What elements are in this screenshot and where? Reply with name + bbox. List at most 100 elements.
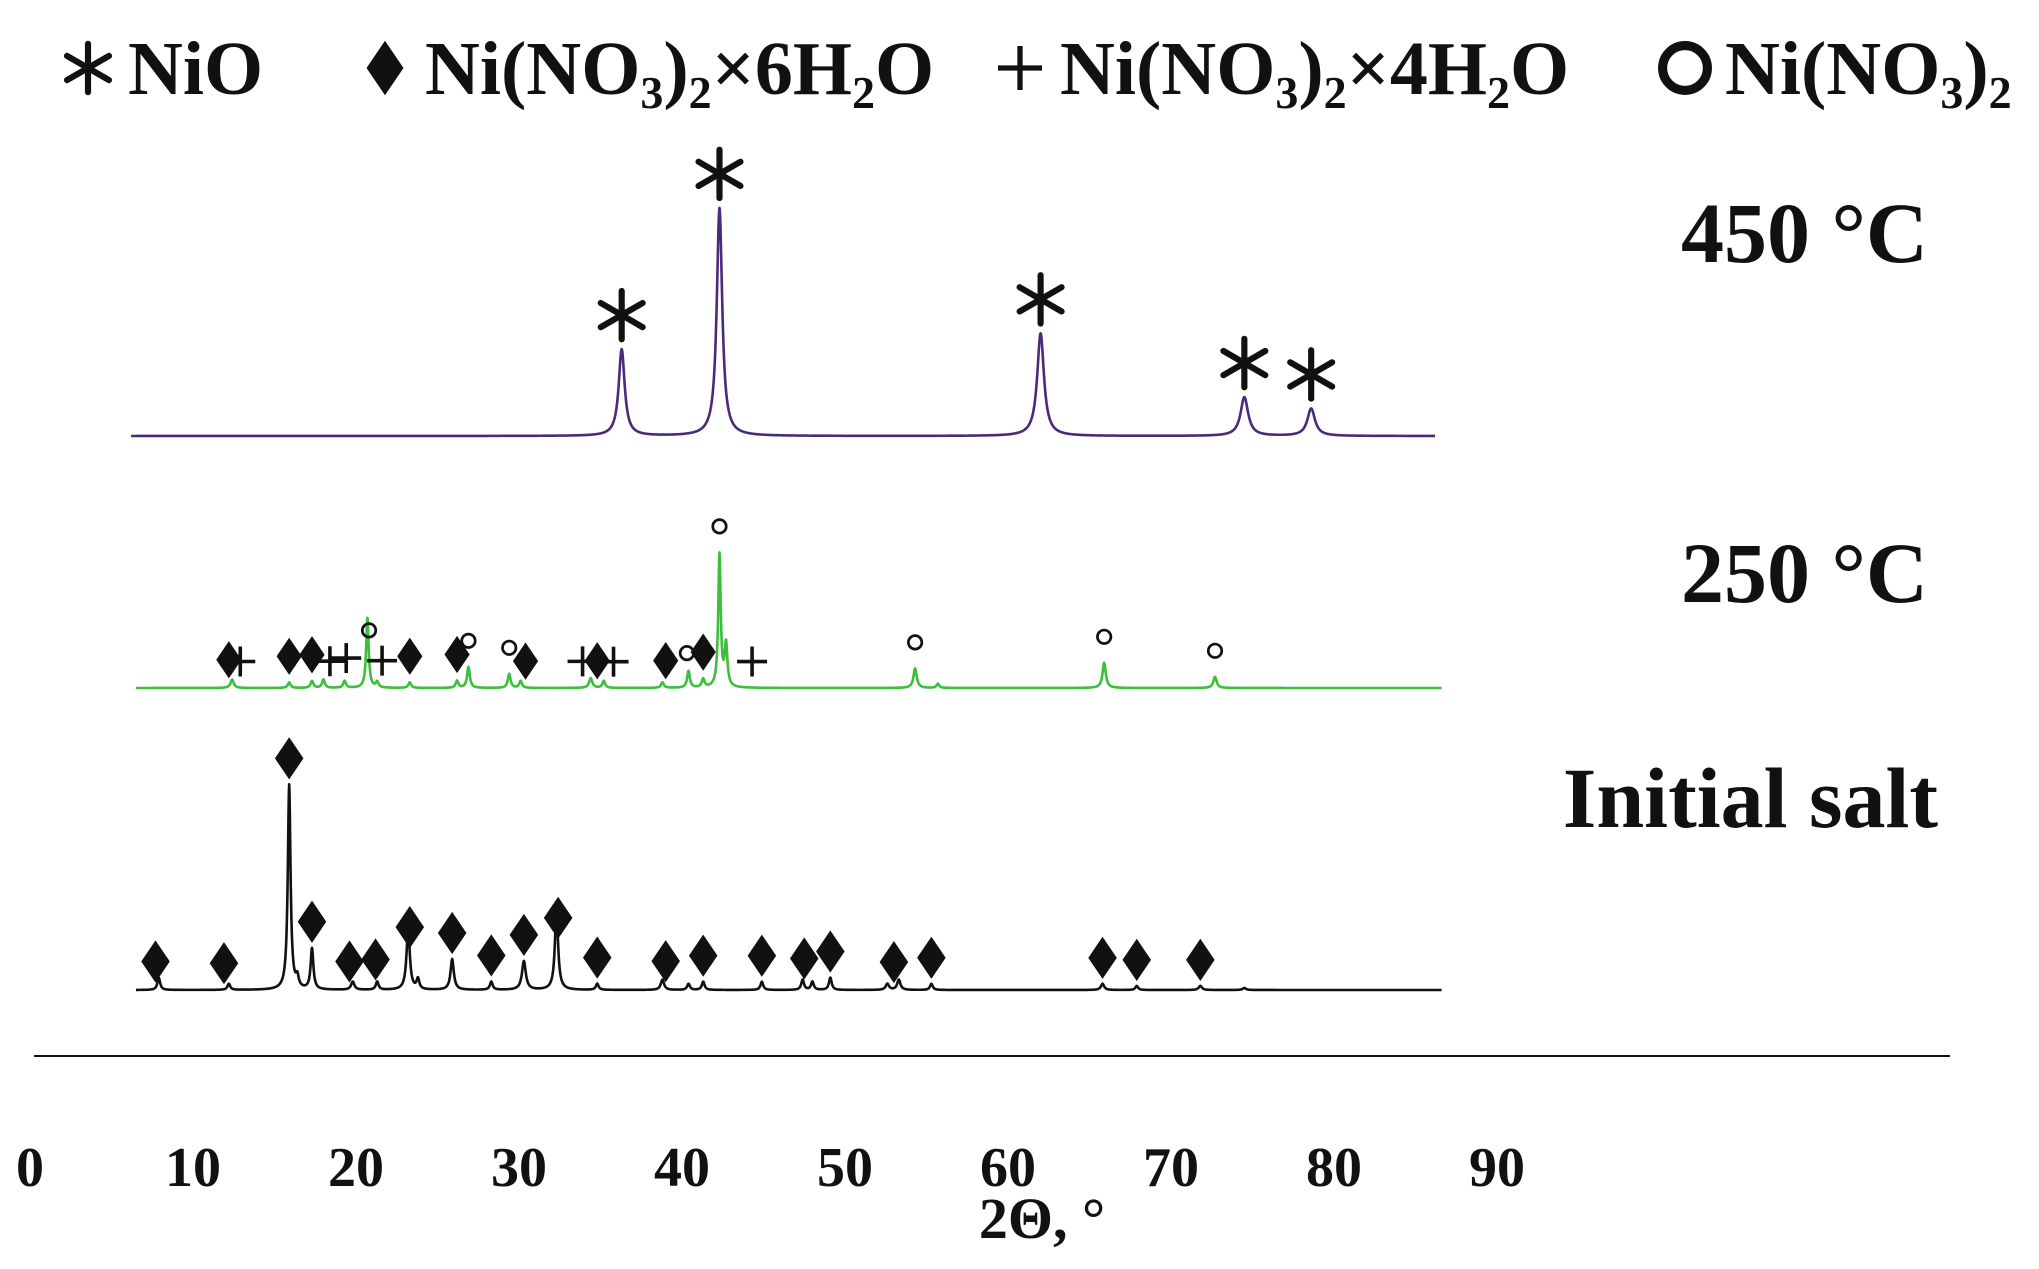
series-layer: 450 °C 250 °C Initial salt — [130, 146, 1938, 992]
diamond-marker — [512, 642, 539, 680]
series-line — [130, 206, 1437, 438]
legend-subscript: 3 — [640, 67, 663, 118]
plus-marker — [314, 646, 345, 677]
legend-text: Ni(NO — [1725, 27, 1940, 111]
legend-text: O — [875, 27, 934, 111]
x-tick-label: 70 — [1143, 1137, 1199, 1199]
series-0: 450 °C — [130, 146, 1928, 438]
series-line — [134, 783, 1443, 992]
legend-subscript: 2 — [1324, 67, 1347, 118]
legend-label-hexa: Ni(NO3)2×6H2O — [425, 27, 934, 118]
circle-marker — [1096, 628, 1113, 645]
legend-entry-hexa: Ni(NO3)2×6H2O — [366, 27, 934, 118]
series-line — [134, 551, 1443, 690]
x-tick-label: 10 — [165, 1137, 221, 1199]
plus-marker — [598, 646, 629, 677]
legend-text: ×6H — [712, 27, 852, 111]
diamond-marker — [1186, 938, 1215, 981]
asterisk-marker — [597, 287, 646, 343]
asterisk-marker — [63, 40, 113, 96]
diamond-marker — [276, 637, 302, 675]
diamond-marker — [437, 911, 467, 955]
legend-subscript: 3 — [1275, 67, 1298, 118]
diamond-marker — [690, 633, 716, 671]
x-tick-label: 60 — [980, 1137, 1036, 1199]
circle-marker — [1658, 41, 1712, 95]
diamond-marker — [477, 934, 506, 977]
legend: NiO Ni(NO3)2×6H2O Ni(NO3)2×4H2O Ni(NO3)2 — [63, 27, 2012, 118]
diamond-marker — [653, 642, 679, 680]
x-tick-label: 0 — [16, 1137, 44, 1199]
series-1: 250 °C — [134, 518, 1928, 690]
legend-subscript: 2 — [1989, 67, 2012, 118]
legend-label-anhyd: Ni(NO3)2 — [1725, 27, 2012, 118]
plus-marker — [225, 646, 256, 677]
legend-entry-anhyd: Ni(NO3)2 — [1658, 27, 2012, 118]
series-2: Initial salt — [134, 737, 1938, 992]
x-tick-label: 80 — [1306, 1137, 1362, 1199]
diamond-marker — [444, 635, 470, 674]
plus-marker — [367, 645, 398, 676]
circle-marker — [1206, 642, 1224, 659]
series-label: 250 °C — [1681, 525, 1928, 621]
legend-text: ) — [663, 27, 688, 111]
diamond-marker — [1122, 938, 1152, 981]
x-tick-label: 30 — [491, 1137, 547, 1199]
asterisk-marker — [695, 146, 744, 202]
diamond-marker — [747, 934, 777, 977]
legend-text: O — [1510, 27, 1569, 111]
plus-marker — [737, 646, 768, 677]
legend-entry-nio: NiO — [63, 27, 263, 111]
peak-markers — [216, 518, 1224, 680]
diamond-marker — [688, 934, 718, 977]
x-axis-title: 2Θ, ° — [979, 1186, 1105, 1251]
diamond-marker — [395, 906, 425, 949]
peak-markers — [141, 737, 1215, 985]
x-tick-labels: 0 10 20 30 40 50 60 70 80 90 — [16, 1137, 1525, 1199]
diamond-marker — [1088, 936, 1117, 979]
diamond-marker — [816, 930, 845, 973]
x-axis: 0 10 20 30 40 50 60 70 80 90 2Θ, ° — [16, 1055, 1950, 1251]
legend-subscript: 2 — [1487, 67, 1510, 118]
x-tick-label: 20 — [328, 1137, 384, 1199]
peak-markers — [597, 146, 1336, 402]
legend-label-nio: NiO — [128, 27, 263, 111]
circle-marker — [501, 639, 518, 656]
asterisk-marker — [1287, 347, 1336, 402]
diamond-marker — [651, 940, 680, 983]
asterisk-marker — [1220, 335, 1269, 391]
diamond-marker — [297, 900, 327, 943]
diamond-marker — [789, 937, 819, 980]
diamond-marker — [543, 896, 573, 939]
circle-marker — [711, 518, 728, 535]
plus-marker — [998, 46, 1042, 90]
diamond-marker — [879, 940, 909, 984]
diamond-marker — [335, 940, 364, 983]
circle-marker — [907, 634, 924, 651]
diamond-marker — [509, 913, 539, 957]
series-label: 450 °C — [1681, 185, 1928, 281]
legend-subscript: 3 — [1940, 67, 1963, 118]
diamond-marker — [299, 636, 325, 674]
series-label: Initial salt — [1563, 750, 1938, 846]
diamond-marker — [141, 940, 170, 983]
circle-marker — [460, 632, 477, 649]
legend-text: NiO — [128, 27, 263, 111]
legend-text: ) — [1298, 27, 1323, 111]
diamond-marker — [582, 936, 612, 979]
x-tick-label: 90 — [1469, 1137, 1525, 1199]
diamond-marker — [366, 40, 404, 96]
diamond-marker — [361, 938, 390, 981]
circle-marker — [360, 622, 378, 639]
legend-text: ×4H — [1347, 27, 1487, 111]
legend-text: ) — [1963, 27, 1988, 111]
diamond-marker — [584, 642, 610, 680]
x-tick-label: 40 — [654, 1137, 710, 1199]
diamond-marker — [274, 737, 304, 780]
diamond-marker — [397, 637, 423, 675]
legend-text: Ni(NO — [1060, 27, 1275, 111]
diamond-marker — [209, 942, 239, 985]
legend-label-tetra: Ni(NO3)2×4H2O — [1060, 27, 1569, 118]
legend-subscript: 2 — [852, 67, 875, 118]
